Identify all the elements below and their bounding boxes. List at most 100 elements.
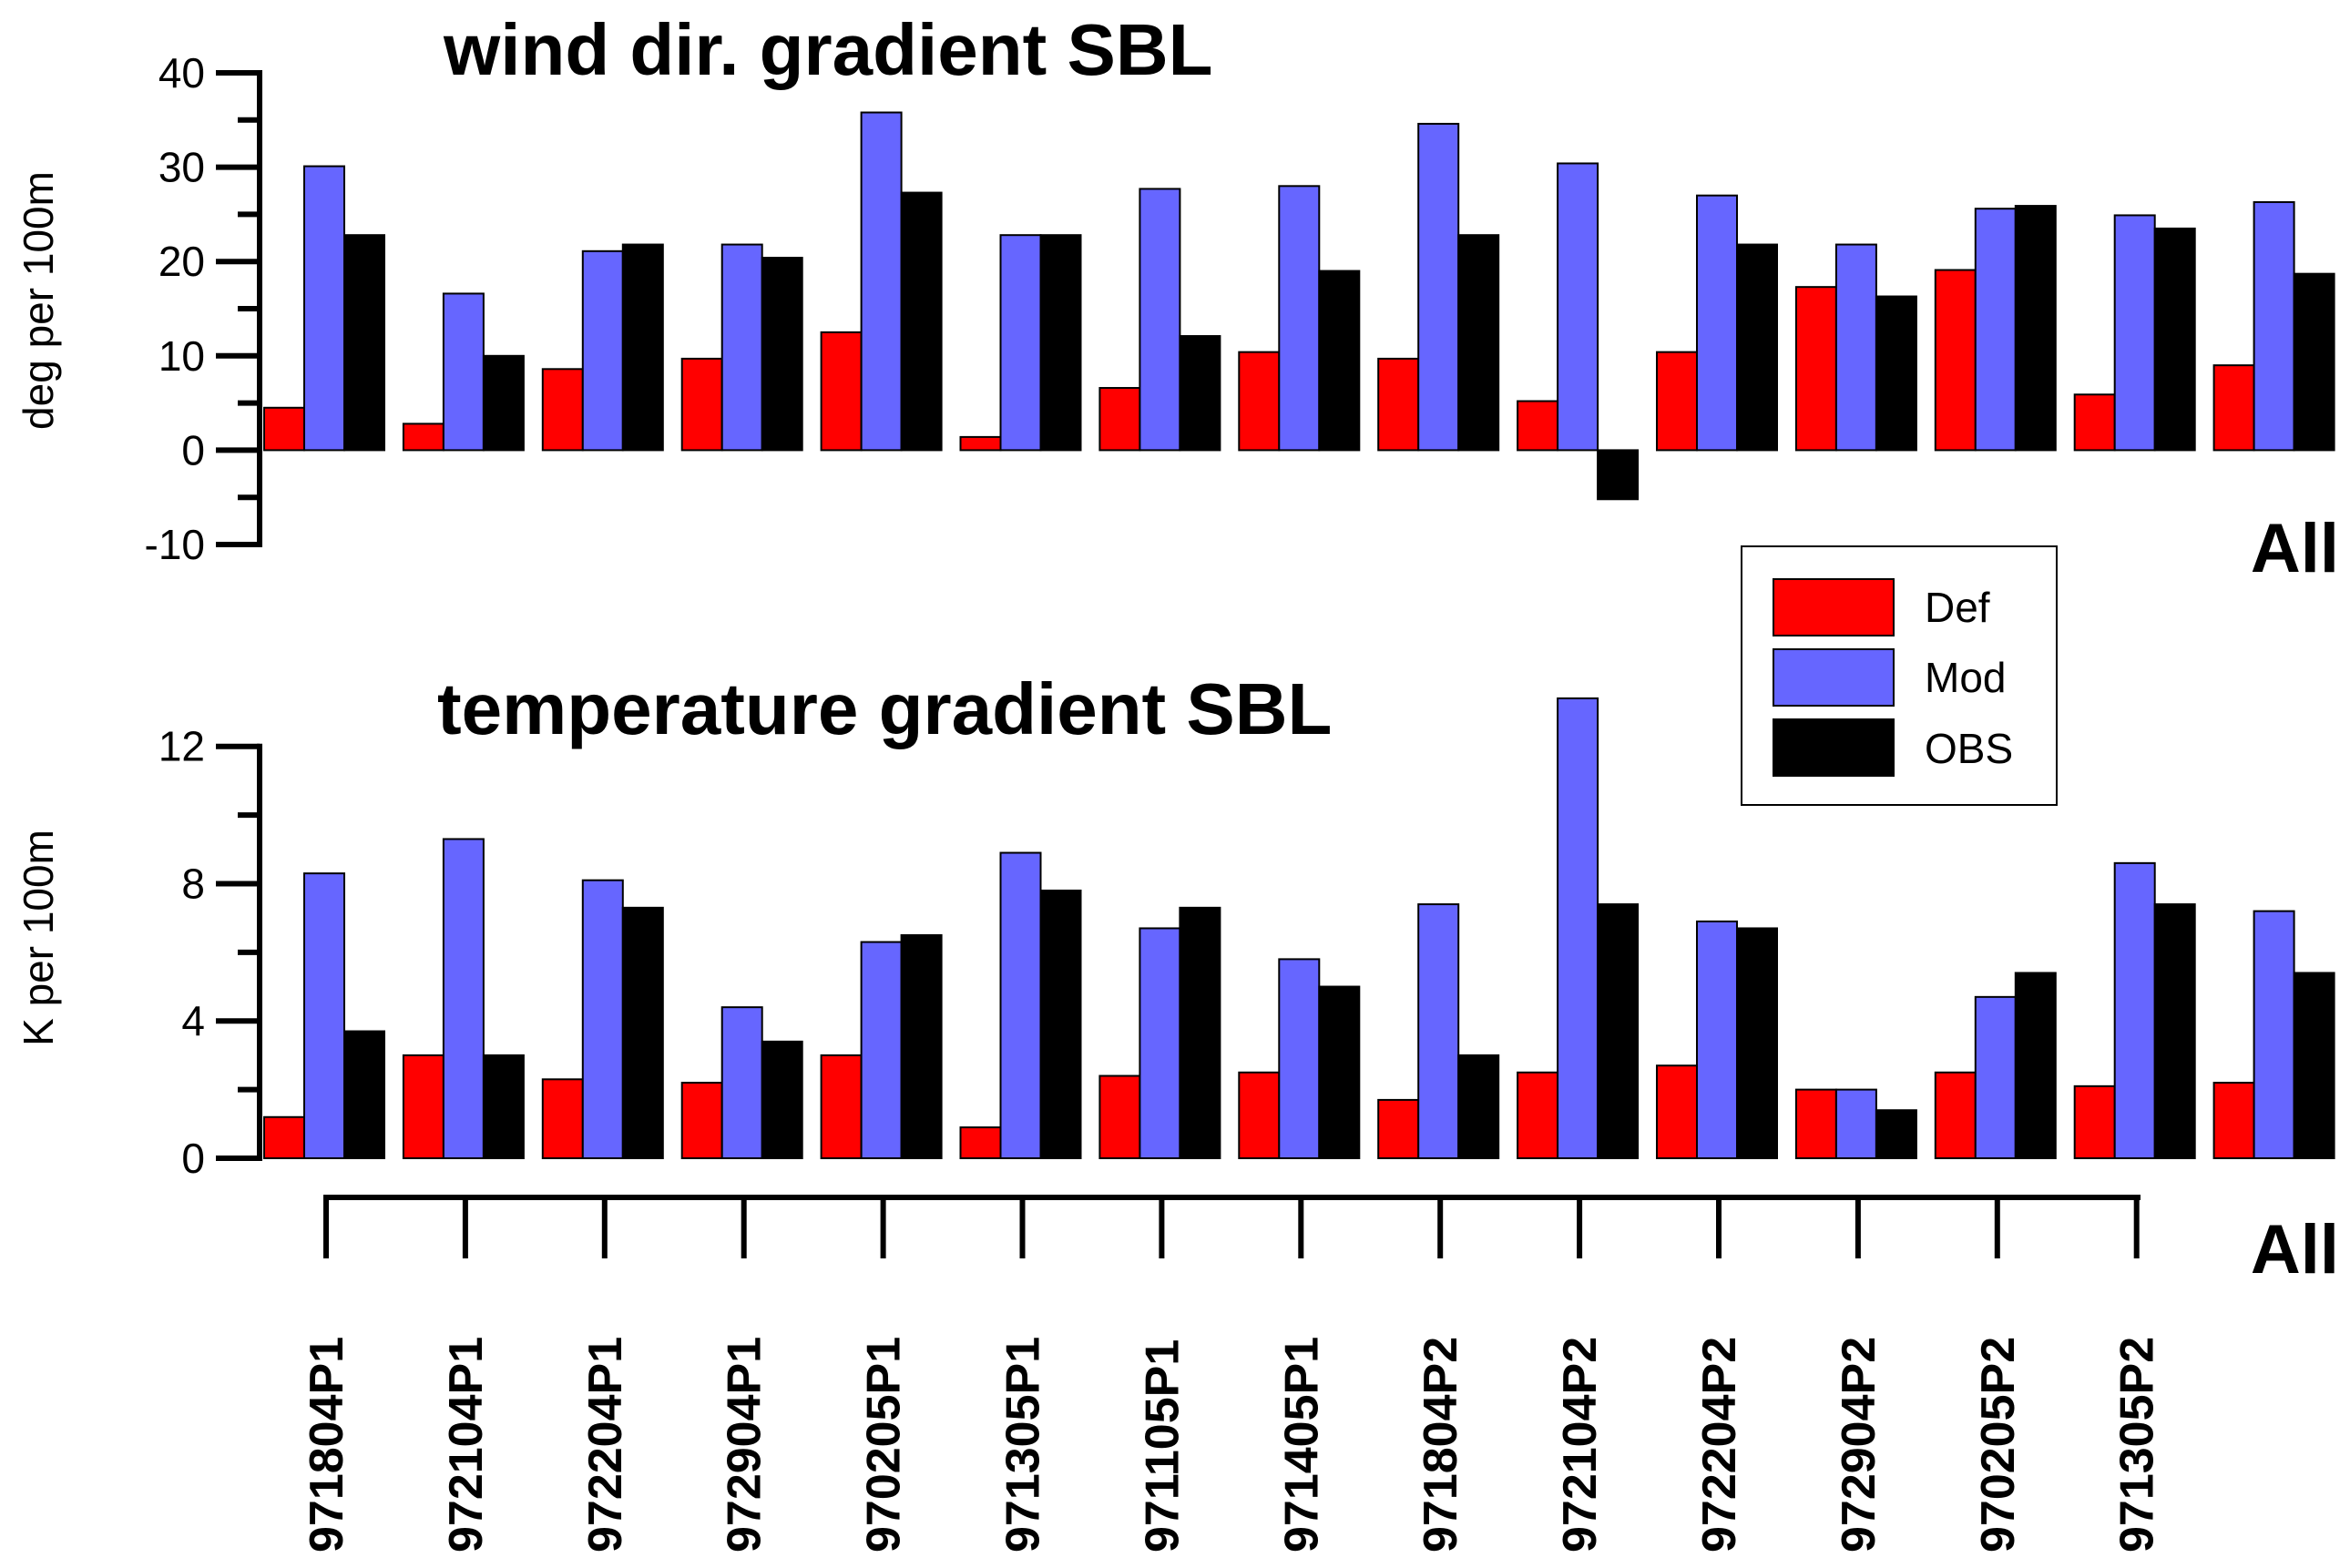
bar-mod-971105p1 — [1139, 188, 1181, 452]
category-label: 970205P2 — [1972, 1337, 2025, 1553]
legend-swatch-mod — [1773, 648, 1895, 707]
category-label: 970205P1 — [858, 1337, 911, 1553]
bar-mod-971305p2 — [2113, 861, 2156, 1159]
bar-def-972904p2 — [1794, 286, 1837, 452]
bar-obs-972204p2 — [1736, 243, 1778, 452]
bar-mod-971804p2 — [1417, 903, 1460, 1159]
bar-obs-972104p2 — [1597, 449, 1640, 501]
bar-mod-971405p1 — [1278, 185, 1321, 452]
wind-y-axis-title: deg per 100m — [15, 171, 62, 430]
category-label: 972204P1 — [579, 1337, 632, 1553]
bar-def-970205p1 — [820, 1054, 863, 1160]
category-label: 971305P2 — [2111, 1337, 2164, 1553]
bar-obs-972904p2 — [1875, 295, 1917, 452]
temperature-chart-title: temperature gradient SBL — [437, 668, 1332, 749]
temperature-panel: temperature gradient SBL K per 100m 0 4 8 1… — [15, 668, 2335, 1182]
category-label: 972904P1 — [719, 1337, 771, 1553]
bar-obs-972204p1 — [621, 906, 664, 1159]
category-label: 972204P2 — [1693, 1337, 1746, 1553]
bar-def-972904p2 — [1794, 1088, 1837, 1159]
bar-def-971305p2 — [2073, 1084, 2116, 1160]
bar-mod-972104p1 — [442, 292, 485, 452]
legend-swatch-obs — [1773, 718, 1895, 777]
bar-mod-971804p1 — [303, 165, 345, 452]
bar-mod-971804p2 — [1417, 122, 1460, 452]
category-label: 971804P2 — [1415, 1337, 1467, 1553]
bar-def-971105p1 — [1098, 1074, 1141, 1159]
bar-obs-971804p2 — [1457, 1054, 1500, 1160]
bar-def-970205p2 — [1934, 1071, 1977, 1160]
bar-def-971804p2 — [1377, 1098, 1420, 1160]
bar-mod-970205p1 — [860, 941, 903, 1159]
bar-def-971804p1 — [263, 406, 305, 452]
legend-label-def: Def — [1925, 584, 1990, 631]
bar-mod-970205p2 — [1974, 995, 2017, 1160]
legend: Def Mod OBS — [1741, 545, 2058, 806]
bar-def-972104p1 — [402, 1054, 444, 1160]
bar-obs-970205p1 — [900, 934, 943, 1159]
bar-def-971405p1 — [1238, 351, 1281, 452]
bar-def-970205p2 — [1934, 269, 1977, 452]
bar-obs-972104p2 — [1597, 903, 1640, 1159]
wind-y-axis: -10 0 10 20 30 40 — [145, 49, 262, 568]
category-label: 972104P2 — [1554, 1337, 1607, 1553]
y-tick-label: 8 — [181, 860, 205, 907]
bar-obs-972104p1 — [482, 354, 525, 452]
bar-mod-all — [2253, 200, 2295, 452]
bar-def-972904p1 — [680, 357, 723, 452]
bar-obs-all — [2293, 272, 2335, 452]
bar-mod-970205p1 — [860, 111, 903, 452]
wind-bars — [263, 111, 2335, 501]
bar-def-971105p1 — [1098, 387, 1141, 452]
bar-def-972104p2 — [1517, 1071, 1559, 1160]
bar-obs-972904p1 — [761, 257, 803, 452]
bar-obs-971405p1 — [1318, 985, 1361, 1159]
category-label: 972904P2 — [1833, 1337, 1885, 1553]
bar-obs-970205p2 — [2014, 972, 2057, 1160]
y-tick-label: 0 — [181, 1135, 205, 1182]
temperature-y-axis-title: K per 100m — [15, 830, 62, 1046]
bar-def-971305p1 — [959, 1126, 1002, 1159]
bar-obs-972904p2 — [1875, 1109, 1917, 1159]
y-tick-label: 4 — [181, 997, 205, 1044]
bar-def-all — [2212, 1082, 2255, 1159]
bar-def-971305p1 — [959, 435, 1002, 452]
bar-mod-972904p1 — [720, 1006, 763, 1159]
bar-obs-971305p1 — [1039, 234, 1082, 452]
temperature-y-axis: 0 4 8 12 — [158, 723, 262, 1182]
bar-mod-972904p1 — [720, 243, 763, 452]
bar-obs-970205p1 — [900, 191, 943, 452]
category-label: 971305P1 — [997, 1337, 1050, 1553]
bar-obs-972904p1 — [761, 1040, 803, 1160]
bar-def-971804p1 — [263, 1115, 305, 1160]
bar-obs-971305p1 — [1039, 890, 1082, 1159]
bar-mod-972104p2 — [1557, 697, 1599, 1160]
category-label: 971405P1 — [1275, 1337, 1328, 1553]
y-tick-label: -10 — [145, 521, 205, 568]
wind-chart-title: wind dir. gradient SBL — [443, 9, 1213, 90]
bar-obs-971804p2 — [1457, 234, 1500, 452]
bar-mod-972104p1 — [442, 838, 485, 1159]
legend-swatch-def — [1773, 578, 1895, 636]
bar-def-972104p2 — [1517, 400, 1559, 452]
bar-mod-971305p1 — [999, 851, 1042, 1159]
bar-mod-971405p1 — [1278, 958, 1321, 1160]
bar-obs-972204p2 — [1736, 927, 1778, 1160]
bar-obs-971305p2 — [2153, 227, 2196, 452]
bar-obs-971305p2 — [2153, 903, 2196, 1159]
bar-mod-972104p2 — [1557, 162, 1599, 452]
legend-label-obs: OBS — [1925, 725, 2013, 772]
bar-mod-972204p2 — [1696, 194, 1738, 452]
wind-all-label: All — [2251, 510, 2339, 587]
y-tick-label: 10 — [158, 332, 205, 380]
bar-obs-970205p2 — [2014, 205, 2057, 452]
bar-def-970205p1 — [820, 331, 863, 452]
bar-def-971804p2 — [1377, 357, 1420, 452]
bar-mod-972204p1 — [581, 879, 624, 1159]
y-tick-label: 0 — [181, 426, 205, 473]
bar-mod-971305p2 — [2113, 214, 2156, 452]
bar-mod-971804p1 — [303, 872, 345, 1160]
bar-def-971405p1 — [1238, 1071, 1281, 1160]
bar-mod-972204p2 — [1696, 920, 1738, 1160]
bar-mod-972204p1 — [581, 249, 624, 452]
